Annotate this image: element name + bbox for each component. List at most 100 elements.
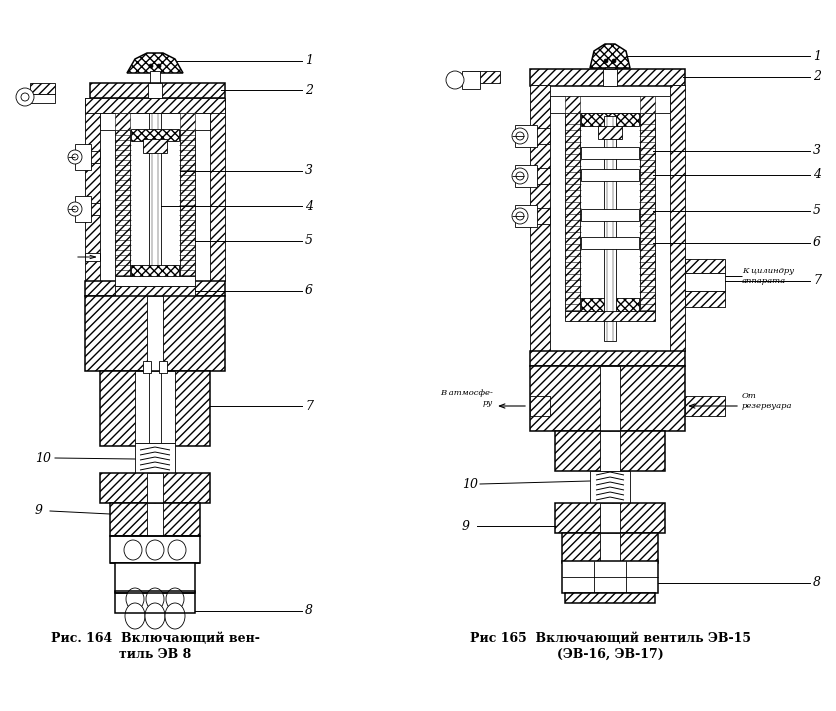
Circle shape	[604, 59, 608, 63]
Text: 9: 9	[462, 520, 470, 533]
Polygon shape	[30, 83, 55, 94]
Bar	[149, 371, 161, 443]
Text: 2: 2	[305, 83, 313, 97]
Polygon shape	[565, 96, 580, 113]
Bar	[150, 71, 160, 85]
Bar	[143, 361, 151, 373]
Text: В атмосфе-: В атмосфе-	[440, 389, 493, 397]
Polygon shape	[640, 96, 655, 311]
Circle shape	[446, 71, 464, 89]
Ellipse shape	[146, 540, 164, 560]
Bar	[75, 144, 91, 170]
Text: 7: 7	[305, 400, 313, 412]
Text: 1: 1	[813, 50, 821, 63]
Circle shape	[516, 212, 524, 220]
Ellipse shape	[125, 603, 145, 629]
Polygon shape	[131, 265, 179, 277]
Text: Рис 165  Включающий вентиль ЭВ-15: Рис 165 Включающий вентиль ЭВ-15	[470, 633, 751, 646]
Bar	[147, 296, 163, 371]
Text: 8: 8	[305, 604, 313, 617]
Bar	[581, 169, 639, 181]
Polygon shape	[590, 44, 630, 68]
Bar	[604, 116, 616, 341]
Polygon shape	[90, 83, 225, 98]
Bar	[581, 147, 639, 159]
Polygon shape	[565, 311, 655, 321]
Text: аппарата: аппарата	[742, 277, 786, 285]
Polygon shape	[581, 113, 639, 126]
Bar	[148, 83, 162, 98]
Polygon shape	[470, 71, 500, 83]
Text: 6: 6	[305, 284, 313, 297]
Bar	[581, 209, 639, 221]
Polygon shape	[110, 503, 200, 536]
Circle shape	[516, 132, 524, 140]
Polygon shape	[115, 276, 195, 286]
Bar	[147, 503, 163, 536]
Text: резервуара: резервуара	[742, 402, 793, 410]
Circle shape	[512, 168, 528, 184]
Bar	[550, 96, 670, 113]
Ellipse shape	[126, 588, 144, 610]
Bar	[600, 503, 620, 533]
Bar	[115, 591, 195, 613]
Polygon shape	[127, 53, 183, 73]
Text: 9: 9	[35, 505, 43, 518]
Text: Рис. 164  Включающий вен-: Рис. 164 Включающий вен-	[50, 633, 259, 646]
Polygon shape	[685, 396, 725, 416]
Polygon shape	[180, 113, 195, 130]
Ellipse shape	[165, 603, 185, 629]
Circle shape	[68, 150, 82, 164]
Bar	[515, 205, 537, 227]
Text: 3: 3	[305, 164, 313, 178]
Polygon shape	[685, 273, 725, 291]
Text: 5: 5	[813, 205, 821, 218]
Polygon shape	[555, 431, 665, 471]
Bar	[581, 237, 639, 249]
Text: ру: ру	[482, 399, 493, 407]
Text: 10: 10	[35, 451, 51, 464]
Ellipse shape	[166, 588, 184, 610]
Polygon shape	[180, 113, 195, 276]
Polygon shape	[115, 113, 130, 276]
Text: 2: 2	[813, 70, 821, 83]
Bar	[562, 561, 658, 593]
Circle shape	[516, 172, 524, 180]
Text: 7: 7	[813, 274, 821, 287]
Text: (ЭВ-16, ЭВ-17): (ЭВ-16, ЭВ-17)	[557, 648, 664, 661]
Polygon shape	[115, 563, 195, 593]
Polygon shape	[562, 533, 658, 563]
Text: 4: 4	[813, 169, 821, 181]
Bar	[515, 165, 537, 187]
Circle shape	[68, 202, 82, 216]
Bar	[600, 533, 620, 563]
Polygon shape	[565, 96, 580, 311]
Ellipse shape	[124, 540, 142, 560]
Ellipse shape	[146, 588, 164, 610]
Text: 8: 8	[813, 577, 821, 589]
Polygon shape	[115, 113, 130, 130]
Ellipse shape	[145, 603, 165, 629]
Polygon shape	[598, 126, 622, 139]
Text: От: От	[742, 392, 757, 400]
Bar	[605, 67, 615, 81]
Text: 6: 6	[813, 237, 821, 250]
Text: 4: 4	[305, 200, 313, 213]
Polygon shape	[530, 396, 550, 416]
Bar	[600, 431, 620, 471]
Bar	[135, 371, 175, 443]
Polygon shape	[115, 286, 195, 296]
Polygon shape	[555, 503, 665, 533]
Polygon shape	[135, 443, 175, 473]
Polygon shape	[565, 593, 655, 603]
Polygon shape	[670, 85, 685, 351]
Polygon shape	[530, 168, 550, 184]
Circle shape	[612, 59, 616, 63]
Bar	[149, 113, 161, 291]
Ellipse shape	[168, 540, 186, 560]
Circle shape	[157, 64, 161, 68]
Polygon shape	[85, 151, 100, 163]
Polygon shape	[85, 296, 225, 371]
Bar	[159, 361, 167, 373]
Polygon shape	[685, 259, 725, 273]
